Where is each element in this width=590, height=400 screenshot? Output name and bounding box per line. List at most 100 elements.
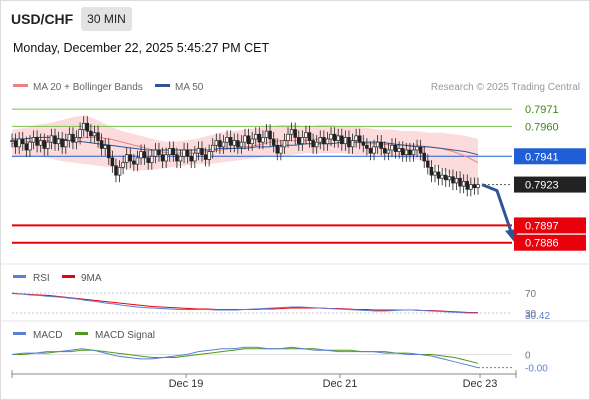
macd-zero-label: 0 bbox=[525, 351, 531, 362]
candle-up bbox=[103, 144, 107, 149]
candle-up bbox=[124, 154, 129, 163]
x-tick-label: Dec 21 bbox=[323, 378, 358, 390]
support-tag bbox=[514, 217, 586, 234]
candle-up bbox=[150, 155, 154, 163]
candle-up bbox=[264, 130, 269, 138]
candle-down bbox=[436, 171, 441, 179]
candle-up bbox=[397, 148, 401, 152]
candle-down bbox=[458, 177, 462, 187]
candle-up bbox=[164, 154, 168, 162]
candle-down bbox=[157, 149, 161, 156]
candle-up bbox=[318, 137, 323, 143]
current-price-label: 0.7923 bbox=[525, 180, 559, 192]
candle-down bbox=[347, 137, 351, 148]
candle-down bbox=[228, 137, 233, 146]
candle-down bbox=[383, 148, 387, 154]
rsi-level-label: 30 bbox=[525, 309, 537, 320]
candle-up bbox=[78, 129, 82, 138]
candle-up bbox=[64, 140, 68, 148]
x-axis: Dec 19 Dec 21 Dec 23 bbox=[11, 370, 517, 390]
resistance-label: 0.7971 bbox=[525, 104, 559, 116]
candle-up bbox=[221, 141, 226, 148]
timeframe-badge[interactable]: 30 MIN bbox=[81, 7, 132, 31]
candle-up bbox=[304, 132, 308, 138]
x-tick-label: Dec 23 bbox=[463, 378, 498, 390]
candle-up bbox=[404, 149, 409, 156]
candle-up bbox=[476, 184, 480, 189]
pivot-tag bbox=[514, 148, 586, 165]
candle-down bbox=[322, 137, 326, 145]
candle-up bbox=[469, 184, 473, 190]
candle-up bbox=[182, 149, 186, 157]
candle-up bbox=[81, 122, 86, 130]
candle-down bbox=[393, 144, 398, 152]
candle-up bbox=[433, 171, 437, 176]
candle-up bbox=[372, 146, 376, 154]
pivot-label: 0.7941 bbox=[525, 151, 559, 163]
bollinger-fill bbox=[12, 115, 478, 190]
x-tick-label: Dec 19 bbox=[169, 378, 204, 390]
candle-down bbox=[257, 133, 262, 143]
ma20-legend-swatch bbox=[13, 84, 28, 87]
candle-up bbox=[56, 138, 61, 145]
candle-down bbox=[271, 138, 276, 146]
candle-down bbox=[218, 140, 222, 148]
candle-up bbox=[279, 146, 283, 154]
candle-up bbox=[289, 129, 294, 135]
candle-down bbox=[472, 184, 477, 189]
candle-up bbox=[261, 137, 265, 143]
candle-up bbox=[282, 140, 287, 148]
support-label: 0.7886 bbox=[525, 238, 559, 250]
ma50-legend-swatch bbox=[155, 84, 170, 87]
candle-up bbox=[354, 135, 358, 141]
macd-signal-legend: MACD Signal bbox=[95, 330, 155, 341]
current-price-tag bbox=[514, 176, 586, 193]
candle-down bbox=[53, 135, 57, 145]
candle-down bbox=[357, 135, 362, 143]
candle-up bbox=[28, 141, 32, 151]
rsi-legend-swatch bbox=[13, 275, 26, 278]
candle-up bbox=[117, 166, 122, 176]
candle-down bbox=[114, 165, 118, 176]
candle-up bbox=[17, 138, 21, 148]
candle-down bbox=[408, 149, 412, 156]
candle-up bbox=[196, 148, 201, 154]
candle-down bbox=[361, 141, 366, 146]
candle-up bbox=[31, 137, 36, 143]
support-tag bbox=[514, 234, 586, 251]
candle-down bbox=[429, 166, 434, 176]
candle-down bbox=[35, 137, 39, 146]
bollinger-bands bbox=[12, 115, 478, 190]
candle-up bbox=[167, 148, 172, 156]
candle-up bbox=[411, 149, 416, 156]
candle-down bbox=[368, 148, 373, 154]
candle-up bbox=[447, 176, 452, 181]
candle-down bbox=[307, 132, 312, 141]
candle-down bbox=[24, 143, 29, 151]
datetime-text: Monday, December 22, 2025 5:45:27 PM CET bbox=[13, 41, 270, 55]
candle-down bbox=[203, 154, 208, 160]
ma20-legend: MA 20 + Bollinger Bands bbox=[33, 82, 143, 93]
candle-up bbox=[214, 140, 219, 146]
candle-down bbox=[89, 130, 93, 137]
candle-up bbox=[461, 181, 466, 187]
candle-up bbox=[239, 141, 244, 148]
candle-down bbox=[128, 154, 133, 162]
candle-down bbox=[200, 148, 204, 156]
candle-down bbox=[275, 144, 280, 154]
candle-up bbox=[440, 174, 444, 179]
candle-down bbox=[142, 151, 147, 159]
candle-up bbox=[153, 149, 158, 157]
candle-up bbox=[325, 138, 330, 145]
candle-down bbox=[426, 160, 430, 168]
candle-down bbox=[189, 155, 193, 162]
candle-down bbox=[451, 176, 455, 184]
candle-up bbox=[92, 132, 97, 137]
candle-down bbox=[42, 140, 47, 149]
candle-up bbox=[375, 141, 380, 148]
candle-down bbox=[311, 140, 315, 148]
candle-up bbox=[121, 162, 125, 168]
candle-down bbox=[340, 135, 344, 145]
candle-down bbox=[297, 137, 301, 145]
candle-down bbox=[236, 140, 240, 148]
